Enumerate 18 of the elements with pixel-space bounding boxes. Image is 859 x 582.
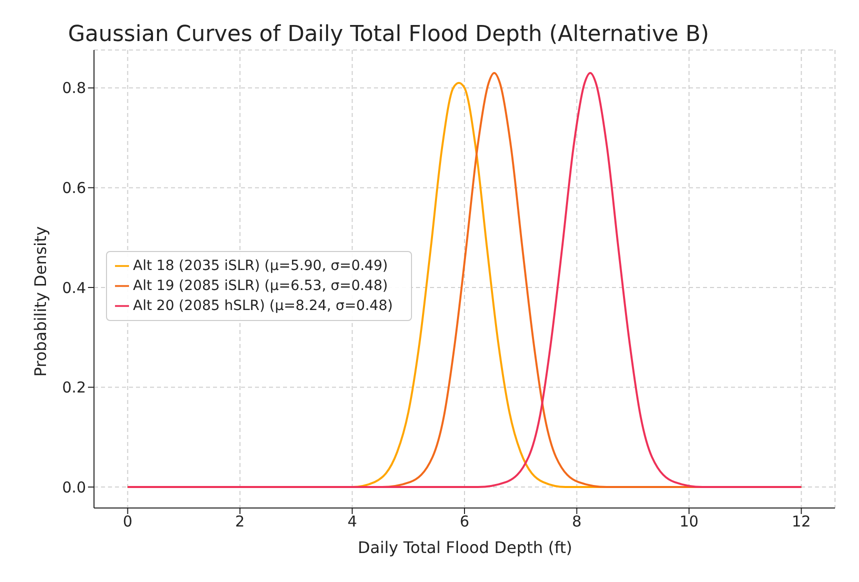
x-tick-label: 8 bbox=[572, 512, 582, 531]
legend-label: Alt 20 (2085 hSLR) (μ=8.24, σ=0.48) bbox=[133, 298, 393, 314]
y-tick-label: 0.0 bbox=[62, 478, 86, 496]
y-tick-label: 0.2 bbox=[62, 378, 86, 397]
y-axis-title: Probability Density bbox=[30, 226, 50, 376]
legend-label: Alt 19 (2085 iSLR) (μ=6.53, σ=0.48) bbox=[133, 278, 388, 294]
y-tick-label: 0.6 bbox=[62, 179, 86, 198]
legend-label: Alt 18 (2035 iSLR) (μ=5.90, σ=0.49) bbox=[133, 258, 388, 274]
x-axis-title: Daily Total Flood Depth (ft) bbox=[356, 538, 574, 557]
x-tick-label: 2 bbox=[235, 512, 245, 531]
x-tick-label: 6 bbox=[460, 512, 470, 531]
x-tick-label: 12 bbox=[792, 512, 811, 531]
x-tick-label: 4 bbox=[347, 512, 357, 531]
y-tick-label: 0.4 bbox=[62, 278, 86, 297]
y-tick-label: 0.8 bbox=[62, 79, 86, 98]
chart-title: Gaussian Curves of Daily Total Flood Depth (Alternative B) bbox=[68, 22, 710, 47]
x-tick-label: 0 bbox=[122, 512, 132, 531]
x-tick-label: 10 bbox=[680, 512, 699, 531]
